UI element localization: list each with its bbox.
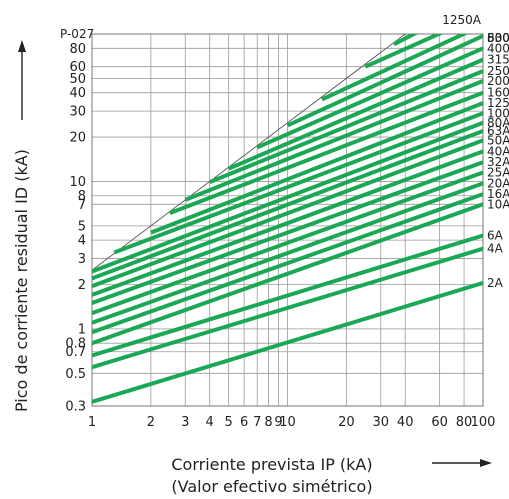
series-line-1250A xyxy=(392,34,419,47)
x-tick-label: 100 xyxy=(471,415,496,430)
y-tick-label: 5 xyxy=(78,219,86,234)
x-tick-label: 40 xyxy=(397,415,414,430)
limit-line xyxy=(92,34,406,271)
x-tick-label: 6 xyxy=(240,415,248,430)
series-line-400A xyxy=(256,46,483,150)
series-label-800A: 800A xyxy=(487,31,509,45)
y-tick-label: 20 xyxy=(69,131,86,146)
series-line-80A xyxy=(92,120,483,274)
x-tick-label: 5 xyxy=(225,415,233,430)
y-tick-label: 0.8 xyxy=(65,337,86,352)
x-tick-label: 4 xyxy=(206,415,214,430)
series-label-10A: 10A xyxy=(487,197,509,211)
series-line-630A xyxy=(321,34,469,102)
series-line-250A xyxy=(208,69,483,184)
series-label-25A: 25A xyxy=(487,166,509,180)
series-line-63A xyxy=(92,129,483,281)
y-tick-label: 3 xyxy=(78,252,86,267)
x-tick-label: 9 xyxy=(274,415,282,430)
y-tick-label: 50 xyxy=(69,72,86,87)
series-label-200A: 200A xyxy=(487,74,509,88)
series-line-32A xyxy=(92,160,483,305)
x-tick-label: 2 xyxy=(147,415,155,430)
series-label-16A: 16A xyxy=(487,187,509,201)
series-label-100A: 100A xyxy=(487,106,509,120)
series-line-4A xyxy=(92,246,483,370)
y-tick-label: 1 xyxy=(78,322,86,337)
x-tick-label: 20 xyxy=(338,415,355,430)
series-label-40A: 40A xyxy=(487,144,509,158)
x-tick-label: 80 xyxy=(456,415,473,430)
series-line-500A xyxy=(286,34,483,128)
series-label-315A: 315A xyxy=(487,53,509,67)
y-tick-label: 40 xyxy=(69,86,86,101)
series-line-100A xyxy=(113,111,483,255)
x-tick-label: 3 xyxy=(181,415,189,430)
y-tick-label: 2 xyxy=(78,278,86,293)
series-line-315A xyxy=(227,57,483,171)
series-label-50A: 50A xyxy=(487,133,509,147)
y-tick-label: 30 xyxy=(69,105,86,120)
series-label-160A: 160A xyxy=(487,86,509,100)
y-tick-label: 0.5 xyxy=(65,367,86,382)
series-line-50A xyxy=(92,138,483,289)
x-axis-arrow xyxy=(432,459,492,467)
series-label-2A: 2A xyxy=(487,276,504,290)
y-tick-label: 4 xyxy=(78,234,86,249)
x-tick-label: 10 xyxy=(279,415,296,430)
x-tick-label: 1 xyxy=(88,415,96,430)
series-line-20A xyxy=(92,181,483,325)
y-tick-label: 10 xyxy=(69,175,86,190)
y-tick-label: 80 xyxy=(69,42,86,57)
x-tick-label: 7 xyxy=(253,415,261,430)
series-label-20A: 20A xyxy=(487,176,509,190)
x-axis-subtitle: (Valor efectivo simétrico) xyxy=(171,477,372,496)
x-tick-label: 8 xyxy=(264,415,272,430)
series-label-32A: 32A xyxy=(487,155,509,169)
series-line-6A xyxy=(92,233,483,358)
y-tick-label: 60 xyxy=(69,60,86,75)
series-line-10A xyxy=(92,202,483,346)
y-tick-label: 7 xyxy=(78,198,86,213)
series-line-16A xyxy=(92,192,483,335)
y-tick-label: 0.3 xyxy=(65,400,86,415)
series-label-80A: 80A xyxy=(487,116,509,130)
x-axis-title: Corriente prevista IP (kA) xyxy=(171,455,372,474)
x-tick-label: 60 xyxy=(431,415,448,430)
series-label-4A: 4A xyxy=(487,242,504,256)
chart-code: P-027 xyxy=(60,27,94,41)
series-line-40A xyxy=(92,149,483,297)
series-line-25A xyxy=(92,170,483,315)
series-line-125A xyxy=(150,101,483,235)
y-tick-label: 8 xyxy=(78,189,86,204)
series-label-500A: 500A xyxy=(487,31,509,45)
series-label-125A: 125A xyxy=(487,96,509,110)
series-line-160A xyxy=(169,90,483,215)
series-label-400A: 400A xyxy=(487,41,509,55)
y-tick-label: 0.7 xyxy=(65,345,86,360)
series-line-200A xyxy=(184,79,483,202)
series-line-2A xyxy=(92,281,483,404)
y-axis-arrow xyxy=(18,40,26,120)
y-axis-title: Pico de corriente residual ID (kA) xyxy=(12,149,31,412)
x-tick-label: 30 xyxy=(373,415,390,430)
plot-frame xyxy=(91,33,484,407)
series-label-1250A: 1250A xyxy=(442,13,482,27)
series-line-800A xyxy=(364,34,444,69)
series-label-250A: 250A xyxy=(487,64,509,78)
series-label-6A: 6A xyxy=(487,228,504,242)
series-label-630A: 630A xyxy=(487,31,509,45)
series-label-63A: 63A xyxy=(487,124,509,138)
